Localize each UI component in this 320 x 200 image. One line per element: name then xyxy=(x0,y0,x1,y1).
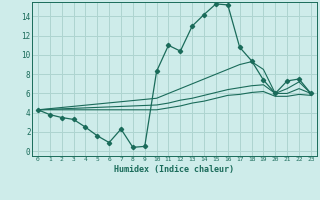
X-axis label: Humidex (Indice chaleur): Humidex (Indice chaleur) xyxy=(115,165,234,174)
